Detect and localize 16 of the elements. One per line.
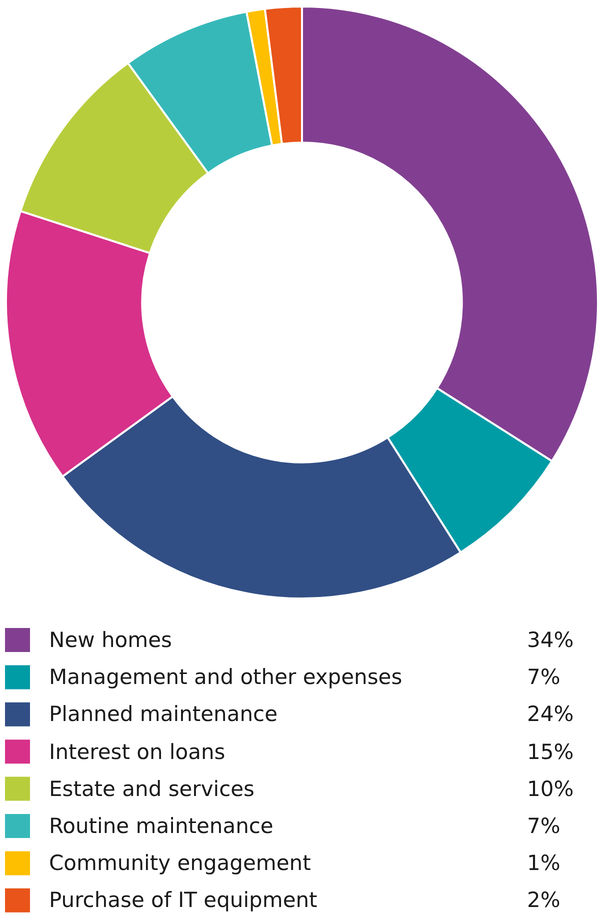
legend-label: New homes (49, 628, 172, 652)
data-label: 7% (527, 814, 560, 838)
data-label: 34% (527, 628, 574, 652)
legend-label: Purchase of IT equipment (49, 888, 318, 912)
legend-label: Planned maintenance (49, 702, 278, 726)
data-label: 24% (527, 702, 574, 726)
data-label: 1% (527, 851, 560, 875)
legend-label: Interest on loans (49, 740, 226, 764)
data-label: 15% (527, 740, 574, 764)
data-label: 2% (527, 888, 560, 912)
legend-label: Management and other expenses (49, 665, 402, 689)
data-label: 10% (527, 777, 574, 801)
legend-label: Estate and services (49, 777, 254, 801)
data-label: 7% (527, 665, 560, 689)
legend-label: Community engagement (49, 851, 311, 875)
legend-label: Routine maintenance (49, 814, 274, 838)
